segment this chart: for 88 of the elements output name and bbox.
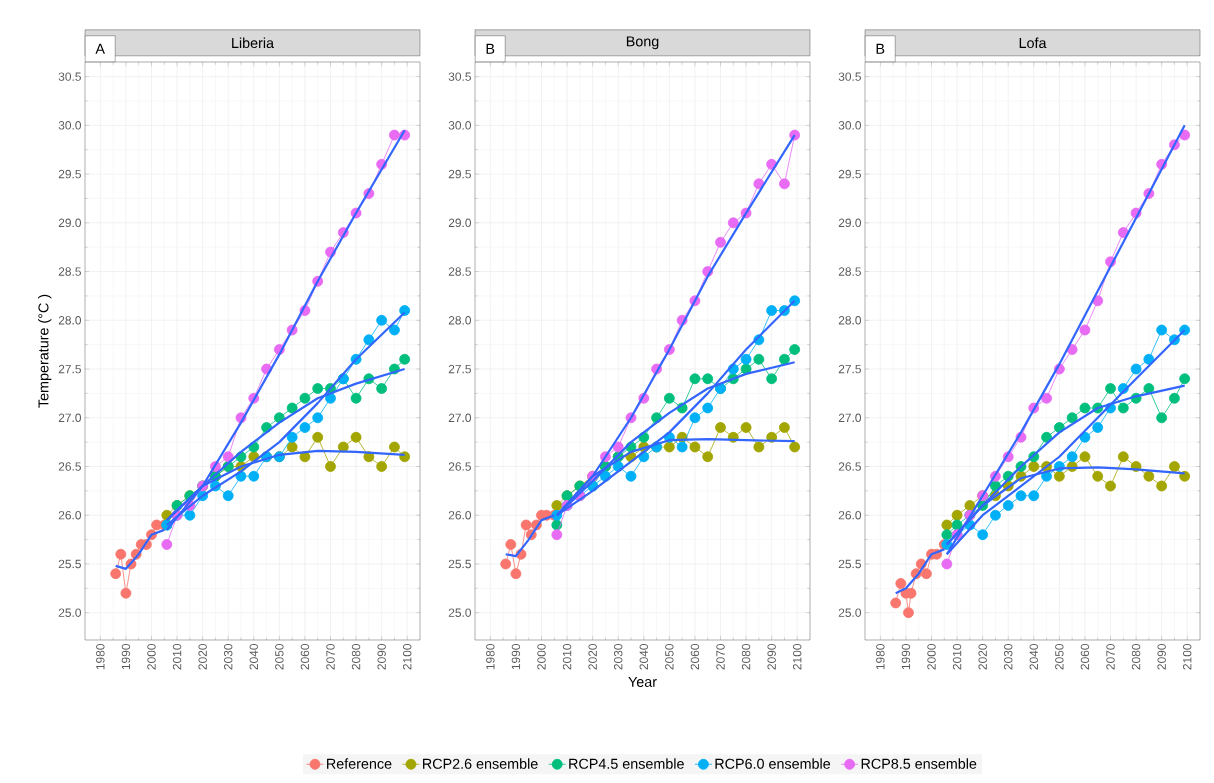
x-tick-label: 2100 xyxy=(402,643,412,670)
x-tick-label: 2080 xyxy=(1131,643,1141,670)
x-tick-label: 2070 xyxy=(1106,643,1115,670)
y-tick-label: 25.0 xyxy=(448,608,472,617)
y-tick-label: 29.5 xyxy=(58,169,81,179)
y-tick-label: 29.5 xyxy=(838,169,861,179)
y-tick-label: 28.0 xyxy=(838,316,862,325)
y-tick-label: 28.0 xyxy=(448,316,472,325)
chart-title: Lofa xyxy=(1019,37,1047,49)
y-tick-label: 29.0 xyxy=(838,218,862,228)
y-tick-label: 30.5 xyxy=(448,72,471,81)
x-tick-label: 1990 xyxy=(511,643,521,670)
x-tick-label: 2090 xyxy=(767,643,776,670)
x-tick-label: 2020 xyxy=(198,643,207,670)
y-tick-label: 30.0 xyxy=(448,121,472,130)
y-tick-label: 26.0 xyxy=(448,511,472,520)
x-tick-label: 2020 xyxy=(978,643,987,670)
x-tick-label: 2030 xyxy=(613,643,623,670)
x-tick-label: 2090 xyxy=(1157,643,1166,670)
x-tick-label: 2040 xyxy=(249,643,259,670)
chart-subtitle: A xyxy=(95,43,105,54)
y-tick-label: 28.5 xyxy=(838,267,861,276)
y-tick-label: 30.5 xyxy=(58,72,81,81)
x-tick-label: 2070 xyxy=(716,643,725,670)
x-tick-label: 2060 xyxy=(300,643,310,670)
y-tick-label: 26.5 xyxy=(838,462,861,471)
x-tick-label: 2060 xyxy=(690,643,700,670)
x-tick-label: 2050 xyxy=(275,643,284,670)
y-tick-label: 27.0 xyxy=(838,413,862,422)
x-tick-label: 2020 xyxy=(588,643,597,670)
y-axis-title: Temperature (°C ) xyxy=(38,294,52,408)
x-tick-label: 1980 xyxy=(876,643,885,670)
legend-label: Reference xyxy=(327,758,392,769)
x-tick-label: 2090 xyxy=(377,643,386,670)
y-tick-label: 30.0 xyxy=(838,121,862,130)
chart-subtitle: B xyxy=(876,43,885,54)
y-tick-label: 27.5 xyxy=(838,364,861,374)
y-tick-label: 25.0 xyxy=(58,608,82,617)
x-tick-label: 2060 xyxy=(1080,643,1090,670)
y-tick-label: 26.5 xyxy=(448,462,471,471)
x-tick-label: 2050 xyxy=(665,643,674,670)
y-tick-label: 28.0 xyxy=(58,316,82,325)
legend-label: RCP6.0 ensemble xyxy=(715,758,831,769)
x-tick-label: 1990 xyxy=(901,643,911,670)
x-tick-label: 2000 xyxy=(147,643,156,670)
y-tick-label: 25.5 xyxy=(58,559,81,569)
y-tick-label: 26.0 xyxy=(58,511,82,520)
y-tick-label: 30.0 xyxy=(58,121,82,130)
x-tick-label: 2070 xyxy=(326,643,335,670)
y-tick-label: 29.5 xyxy=(448,169,471,179)
x-tick-label: 2030 xyxy=(223,643,233,670)
y-tick-label: 27.0 xyxy=(448,413,472,422)
chart-subtitle: B xyxy=(486,43,495,54)
y-tick-label: 27.5 xyxy=(448,364,471,374)
y-tick-label: 29.0 xyxy=(448,218,472,228)
y-tick-label: 25.5 xyxy=(448,559,471,569)
chart-title: Liberia xyxy=(232,37,275,49)
x-tick-label: 2050 xyxy=(1055,643,1064,670)
y-tick-label: 25.0 xyxy=(838,608,862,617)
x-tick-label: 1980 xyxy=(96,643,105,670)
chart-title: Bong xyxy=(626,36,659,50)
x-tick-label: 2010 xyxy=(562,643,572,670)
legend-label: RCP2.6 ensemble xyxy=(423,758,538,769)
x-tick-label: 2040 xyxy=(639,643,649,670)
x-tick-label: 1980 xyxy=(486,643,495,670)
y-tick-label: 28.5 xyxy=(448,267,471,276)
x-tick-label: 2030 xyxy=(1003,643,1013,670)
legend-label: RCP8.5 ensemble xyxy=(861,758,977,769)
y-tick-label: 25.5 xyxy=(838,559,861,569)
y-tick-label: 26.0 xyxy=(838,511,862,520)
x-tick-label: 2100 xyxy=(1183,643,1192,670)
y-tick-label: 26.5 xyxy=(58,462,81,471)
x-axis-title: Year xyxy=(628,676,657,687)
x-tick-label: 2100 xyxy=(792,643,802,670)
y-tick-label: 30.5 xyxy=(838,72,861,81)
x-tick-label: 2010 xyxy=(172,643,182,670)
legend-label: RCP4.5 ensemble xyxy=(569,758,684,769)
x-tick-label: 2010 xyxy=(952,643,962,670)
y-tick-label: 29.0 xyxy=(58,218,82,228)
x-tick-label: 2000 xyxy=(927,643,936,670)
y-tick-label: 27.0 xyxy=(58,413,82,422)
x-tick-label: 2080 xyxy=(351,643,361,670)
y-tick-label: 27.5 xyxy=(58,364,81,374)
x-tick-label: 2040 xyxy=(1029,643,1039,670)
x-tick-label: 2080 xyxy=(741,643,751,670)
x-tick-label: 1990 xyxy=(121,643,131,670)
y-tick-label: 28.5 xyxy=(58,267,81,276)
x-tick-label: 2000 xyxy=(537,643,546,670)
